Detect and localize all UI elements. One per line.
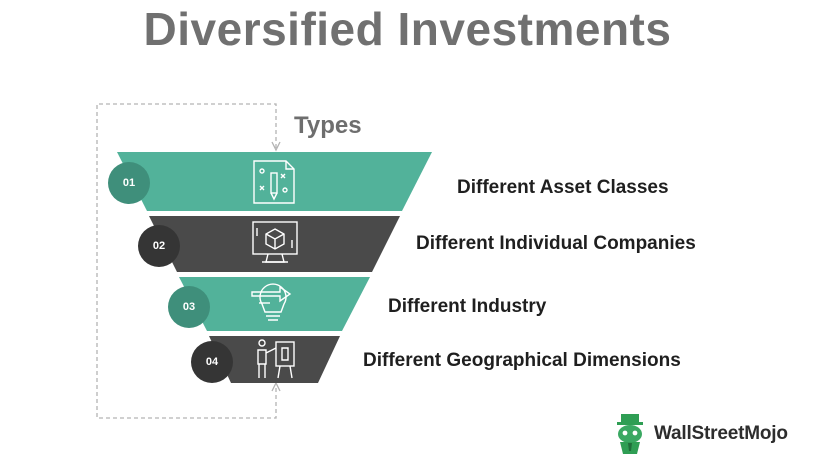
document-pencil-icon (253, 160, 295, 204)
item-number-badge: 04 (191, 341, 233, 383)
page-title: Diversified Investments (143, 3, 672, 55)
funnel-band-4 (209, 336, 340, 383)
brand-logo: WallStreetMojo (612, 412, 788, 456)
lightbulb-arrows-icon (251, 283, 292, 321)
item-label: Different Geographical Dimensions (363, 350, 681, 371)
monitor-cube-icon (252, 221, 298, 263)
item-number-badge: 03 (168, 286, 210, 328)
item-number-badge: 02 (138, 225, 180, 267)
types-subtitle: Types (294, 112, 362, 139)
funnel-band-1 (117, 152, 432, 211)
mojo-logo-icon (617, 414, 643, 454)
item-label: Different Individual Companies (416, 233, 696, 254)
presenter-board-icon (257, 339, 295, 379)
dashed-loop-connector (96, 103, 277, 419)
item-number-badge: 01 (108, 162, 150, 204)
item-label: Different Industry (388, 296, 547, 317)
brand-name: WallStreetMojo (654, 423, 788, 444)
funnel-band-3 (179, 277, 370, 331)
connector-arrow-top (271, 141, 281, 152)
item-label: Different Asset Classes (457, 177, 669, 198)
